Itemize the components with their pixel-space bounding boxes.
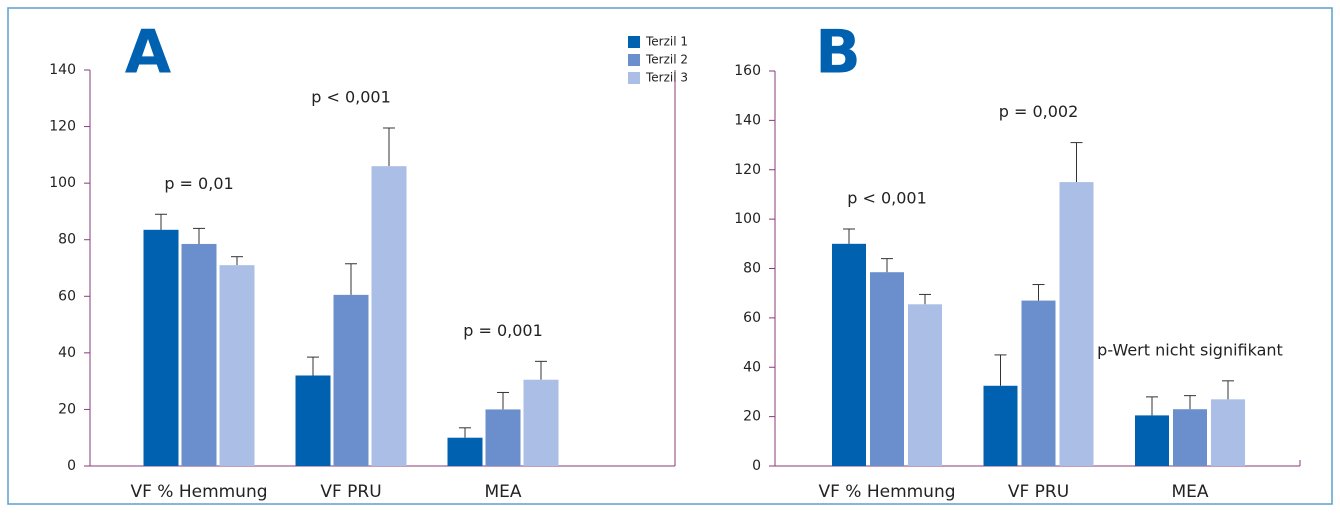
bar [1135, 415, 1169, 466]
bar [870, 272, 904, 466]
y-tick-label: 80 [743, 261, 761, 277]
frame [7, 7, 1333, 505]
y-tick-label: 120 [49, 119, 76, 135]
y-tick-label: 100 [49, 175, 76, 191]
bar [371, 166, 407, 466]
bar [523, 379, 559, 466]
bar [485, 409, 521, 466]
y-tick-label: 100 [734, 211, 761, 227]
annotation: p < 0,001 [847, 189, 927, 208]
legend-label: Terzil 2 [645, 53, 688, 67]
legend-label: Terzil 1 [645, 35, 688, 49]
x-tick-label: VF PRU [320, 482, 381, 502]
bar [295, 375, 331, 466]
legend-swatch [628, 54, 640, 66]
y-tick-label: 60 [743, 310, 761, 326]
x-tick-label: VF PRU [1008, 482, 1069, 502]
y-tick-label: 160 [734, 63, 761, 79]
legend-swatch [628, 36, 640, 48]
y-tick-label: 140 [49, 62, 76, 78]
x-tick-label: MEA [1171, 482, 1208, 502]
annotation: p = 0,001 [463, 321, 543, 340]
y-tick-label: 0 [67, 458, 76, 474]
bar [219, 265, 255, 466]
bar [1021, 300, 1056, 466]
legend-label: Terzil 3 [645, 71, 688, 85]
bar [832, 243, 866, 466]
bar [1173, 409, 1207, 466]
bar [447, 437, 483, 466]
bar [1211, 399, 1245, 466]
bar [143, 229, 179, 466]
y-tick-label: 140 [734, 112, 761, 128]
bar [983, 385, 1018, 466]
bar [1059, 182, 1094, 466]
bar [333, 294, 369, 466]
y-tick-label: 60 [58, 288, 76, 304]
panel-letter: A [125, 18, 172, 88]
y-tick-label: 0 [752, 458, 761, 474]
y-tick-label: 20 [58, 401, 76, 417]
x-tick-label: MEA [484, 482, 521, 502]
y-tick-label: 40 [743, 359, 761, 375]
y-tick-label: 20 [743, 409, 761, 425]
legend-swatch [628, 72, 640, 84]
bar [181, 243, 217, 466]
y-tick-label: 40 [58, 345, 76, 361]
panel-letter: B [815, 18, 861, 88]
y-tick-label: 80 [58, 232, 76, 248]
annotation: p < 0,001 [311, 87, 391, 106]
bar [908, 304, 942, 466]
annotation: p-Wert nicht signifikant [1097, 340, 1283, 359]
y-tick-label: 120 [734, 162, 761, 178]
annotation: p = 0,01 [164, 174, 233, 193]
annotation: p = 0,002 [999, 102, 1079, 121]
x-tick-label: VF % Hemmung [818, 482, 955, 502]
x-tick-label: VF % Hemmung [130, 482, 267, 502]
